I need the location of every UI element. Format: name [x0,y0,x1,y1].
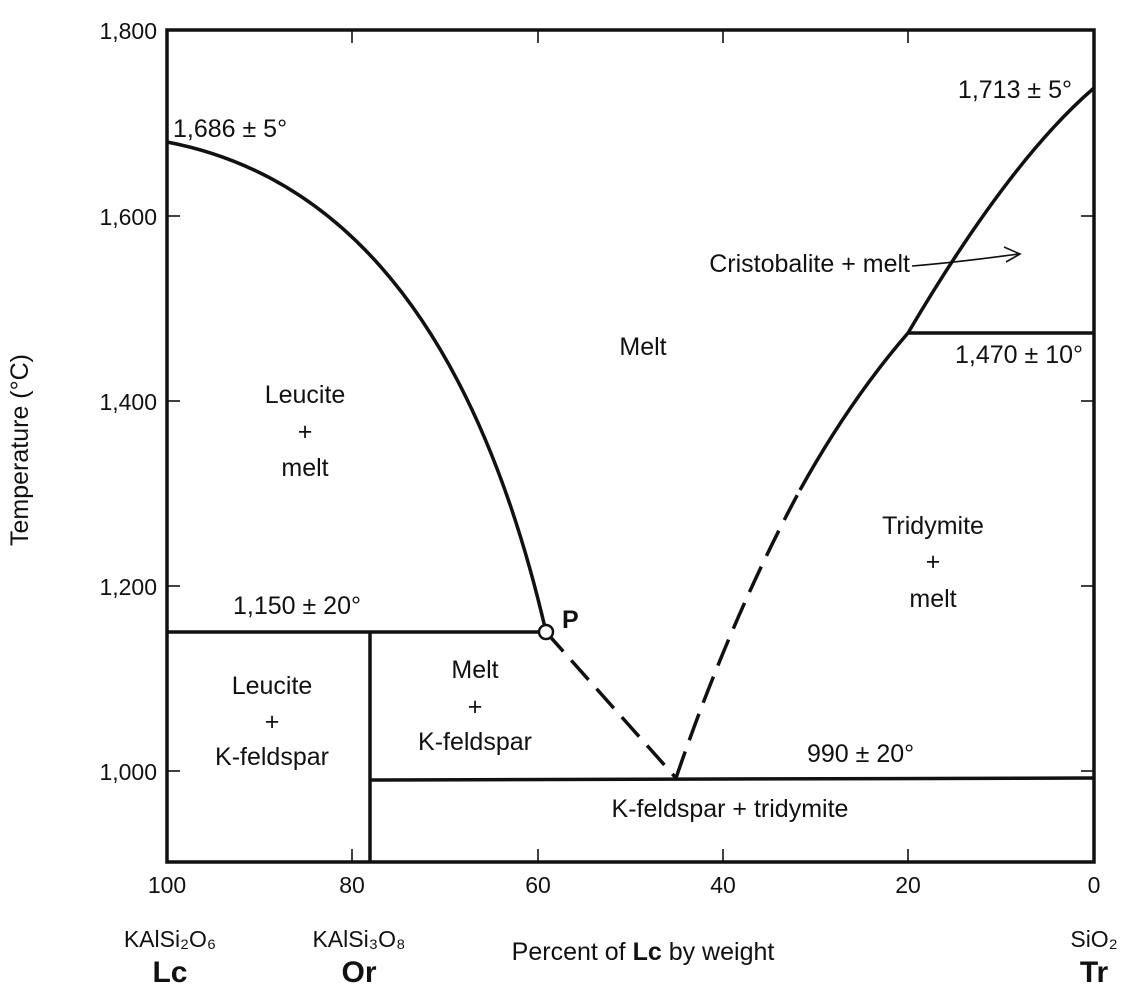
y-axis-label: Temperature (°C) [6,354,34,546]
x-tick-label: 40 [710,872,736,898]
leucite-liquidus [166,140,548,633]
y-axis-ticks [167,215,1094,772]
cristobalite-tridymite-temp: 1,470 ± 10° [955,341,1083,369]
field-leucite-melt-line2: + [298,418,313,446]
plot-frame [165,28,1096,864]
y-tick-label: 1,200 [99,574,157,600]
endmember-symbol-tr: Tr [1080,956,1109,988]
x-axis-label-suffix: by weight [662,938,775,966]
cristobalite-melting-temp: 1,713 ± 5° [958,76,1072,104]
cristobalite-liquidus [906,86,1096,334]
endmember-symbol-lc: Lc [152,956,187,988]
y-tick-label: 1,600 [99,204,157,230]
y-tick-label: 1,400 [99,389,157,415]
x-tick-label: 100 [148,872,186,898]
field-leucite-kfeldspar-line2: + [265,708,280,736]
peritectic-temp: 1,150 ± 20° [233,592,361,620]
peritectic-point-label: P [562,606,579,634]
field-melt-kfeldspar-line1: Melt [451,656,498,684]
cristobalite-arrow [911,253,1019,267]
field-leucite-melt-line3: melt [281,454,328,482]
field-leucite-kfeldspar-line1: Leucite [232,672,313,700]
endmember-formula-or: KAlSi₃O₈ [312,926,405,952]
field-cristobalite-melt: Cristobalite + melt [709,250,910,278]
x-axis-ticks [351,30,909,862]
x-tick-label: 60 [525,872,551,898]
x-axis-label-prefix: Percent of [512,938,633,966]
field-leucite-kfeldspar-line3: K-feldspar [215,743,329,771]
tridymite-liquidus [674,489,802,779]
x-tick-label: 0 [1088,872,1101,898]
field-tridymite-melt-line2: + [926,548,941,576]
eutectic-temp: 990 ± 20° [807,740,914,768]
field-leucite-melt-line1: Leucite [265,381,346,409]
y-tick-label: 1,000 [99,759,157,785]
field-kfeldspar-tridymite: K-feldspar + tridymite [612,795,849,823]
feldspar-liquidus-metastable [544,630,678,780]
field-melt-kfeldspar-line2: + [468,693,483,721]
tridymite-liquidus-upper [798,331,910,491]
x-axis-label: Percent of Lc by weight [512,938,775,966]
y-tick-label: 1,800 [99,18,157,44]
endmember-symbol-or: Or [341,956,376,988]
x-tick-label: 20 [895,872,921,898]
x-tick-label: 80 [339,872,365,898]
endmember-formula-tr: SiO₂ [1070,926,1117,952]
cristobalite-arrow-head [1003,246,1022,263]
endmember-formula-lc: KAlSi₂O₆ [124,926,216,952]
field-tridymite-melt-line1: Tridymite [882,512,984,540]
field-tridymite-melt-line3: melt [909,585,956,613]
field-melt: Melt [619,333,666,361]
peritectic-point [537,623,555,641]
eutectic-line [369,776,1095,782]
leucite-melting-temp: 1,686 ± 5° [173,115,287,143]
x-axis-label-component: Lc [633,938,662,966]
field-melt-kfeldspar-line3: K-feldspar [418,728,532,756]
